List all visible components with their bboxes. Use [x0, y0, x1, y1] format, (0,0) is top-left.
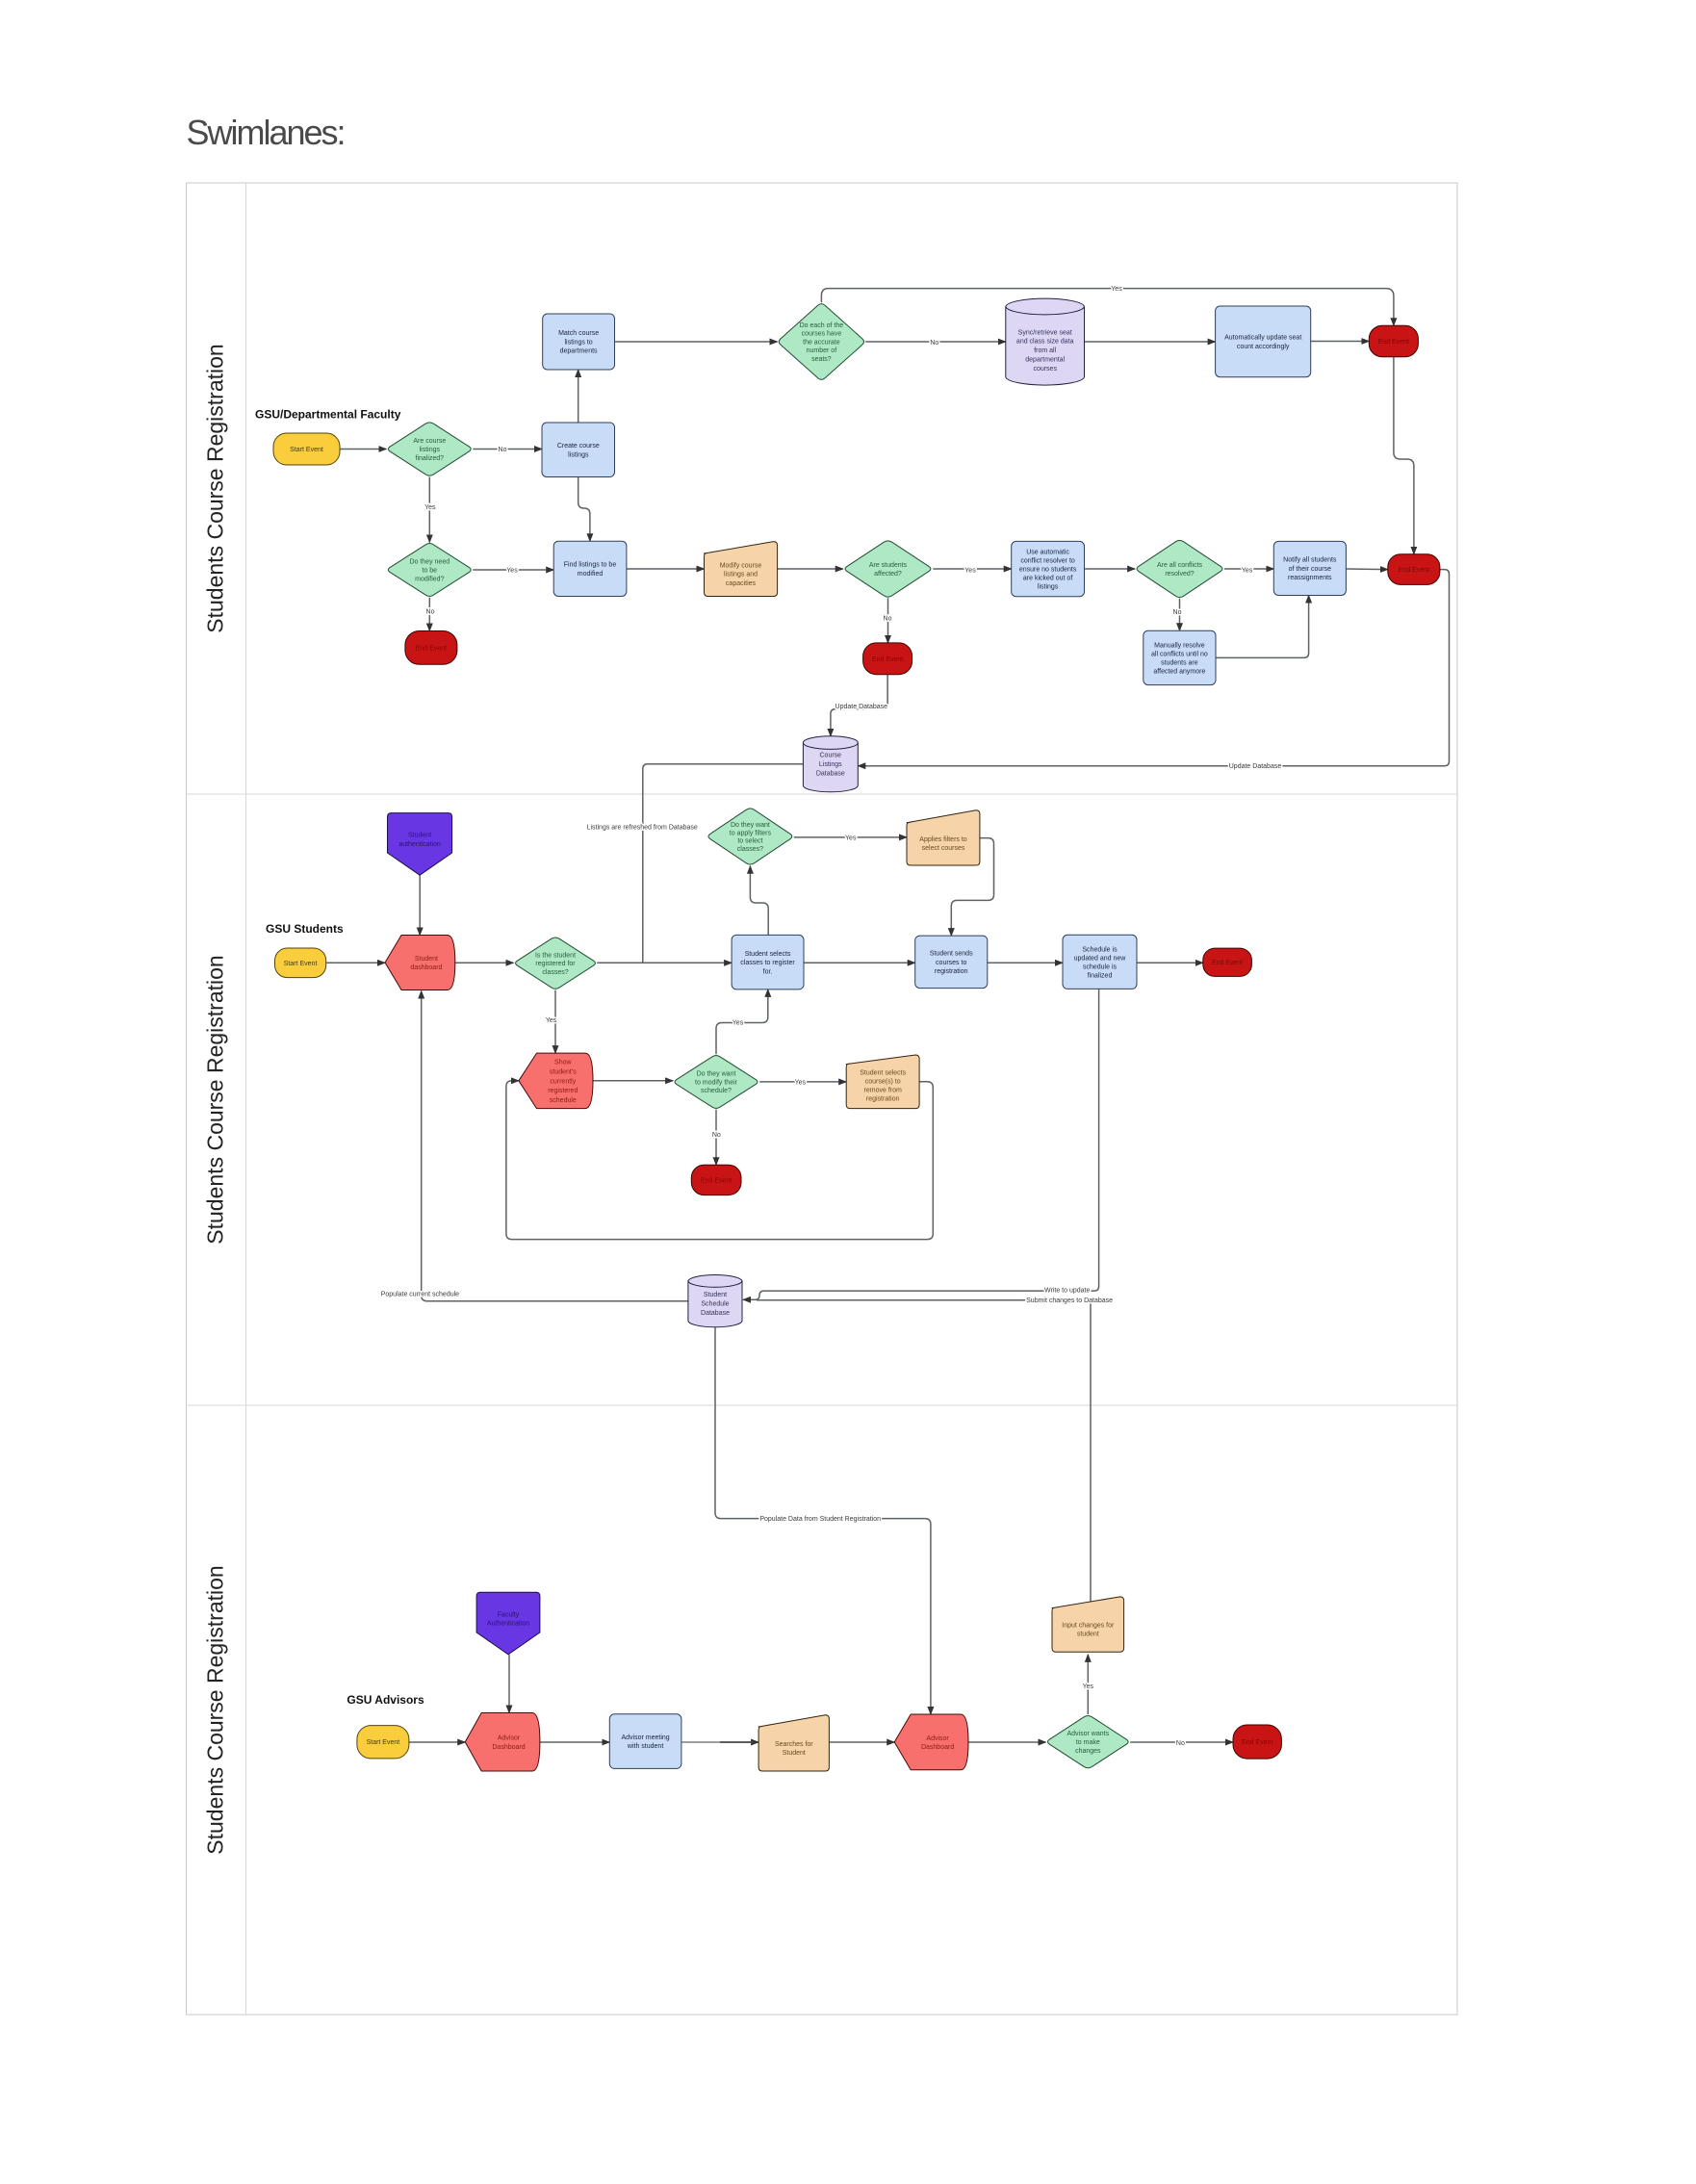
svg-text:GSU Students: GSU Students	[266, 922, 344, 936]
svg-text:Yes: Yes	[546, 1017, 557, 1024]
svg-text:No: No	[884, 616, 892, 623]
svg-text:Listings are refreshed from Da: Listings are refreshed from Database	[587, 825, 698, 832]
svg-text:No: No	[1173, 609, 1182, 616]
svg-text:Start Event: Start Event	[290, 447, 323, 453]
svg-text:Populate current schedule: Populate current schedule	[381, 1292, 459, 1298]
svg-text:Populate Data from Student Reg: Populate Data from Student Registration	[759, 1516, 881, 1523]
svg-text:Students Course Registration: Students Course Registration	[203, 955, 228, 1244]
svg-text:Start Event: Start Event	[284, 961, 318, 967]
svg-text:Yes: Yes	[795, 1079, 807, 1086]
svg-text:No: No	[712, 1132, 721, 1139]
svg-text:Yes: Yes	[1083, 1683, 1094, 1690]
svg-text:Yes: Yes	[1111, 286, 1122, 293]
svg-text:End Event: End Event	[1399, 567, 1429, 574]
svg-text:Yes: Yes	[732, 1020, 744, 1027]
svg-text:End Event: End Event	[416, 645, 447, 652]
svg-text:No: No	[499, 447, 507, 453]
svg-text:End Event: End Event	[1212, 960, 1243, 966]
svg-text:Yes: Yes	[506, 568, 518, 575]
svg-text:End Event: End Event	[1378, 339, 1409, 346]
svg-text:Students Course Registration: Students Course Registration	[203, 344, 228, 632]
svg-text:Update Database: Update Database	[835, 704, 888, 710]
svg-text:No: No	[1176, 1740, 1185, 1747]
svg-text:No: No	[426, 609, 435, 616]
svg-text:No: No	[930, 340, 938, 347]
svg-text:End Event: End Event	[872, 656, 903, 663]
svg-text:Swimlanes:: Swimlanes:	[187, 113, 345, 152]
svg-text:Write to update: Write to update	[1044, 1288, 1090, 1295]
svg-text:Yes: Yes	[845, 835, 857, 841]
svg-text:Update Database: Update Database	[1229, 763, 1282, 770]
svg-text:Yes: Yes	[1242, 568, 1253, 575]
svg-text:GSU/Departmental Faculty: GSU/Departmental Faculty	[255, 408, 401, 422]
svg-text:End Event: End Event	[701, 1177, 732, 1184]
svg-text:Students Course Registration: Students Course Registration	[203, 1565, 228, 1854]
svg-text:Yes: Yes	[424, 504, 436, 511]
svg-text:Start Event: Start Event	[367, 1739, 400, 1746]
svg-text:Submit changes to Database: Submit changes to Database	[1026, 1298, 1113, 1304]
svg-text:Yes: Yes	[964, 568, 976, 575]
svg-text:End Event: End Event	[1242, 1739, 1272, 1746]
svg-text:GSU Advisors: GSU Advisors	[347, 1693, 424, 1707]
